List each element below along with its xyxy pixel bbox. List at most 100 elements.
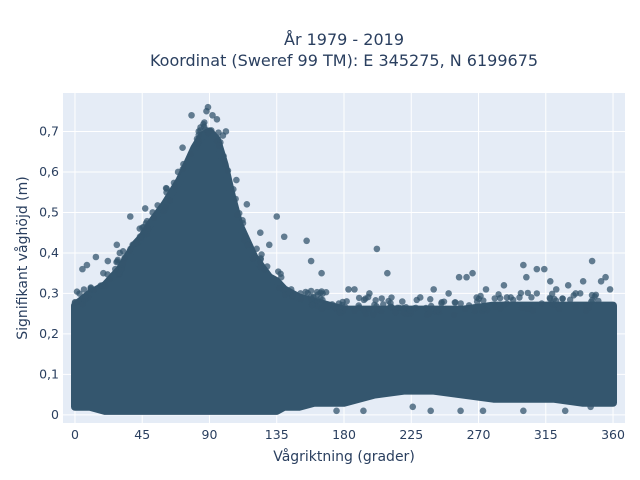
data-point [313,288,321,296]
data-point [373,306,381,313]
data-point [141,205,149,212]
data-point [355,302,362,309]
data-point [370,311,377,318]
data-point [471,307,478,315]
data-point [360,407,367,415]
data-point [398,298,406,305]
data-point [244,241,251,249]
data-point [412,304,420,312]
data-point [606,286,614,293]
data-point [372,297,379,304]
data-point [79,301,86,308]
data-point [100,269,107,277]
data-point [528,294,535,301]
x-axis-ticks: 0 45 90 135 180 225 270 315 360 [71,427,625,442]
data-point [540,265,548,273]
data-point [579,277,587,285]
data-point [450,311,458,319]
chart-title-line1: År 1979 - 2019 [284,30,404,49]
data-point [310,293,317,300]
data-point [106,276,113,283]
data-point [233,176,240,184]
data-point [529,307,537,314]
data-point [366,305,373,313]
data-point [480,305,488,312]
data-point [87,284,94,292]
x-tick-label: 90 [202,427,218,442]
data-point [572,290,579,297]
data-point [208,127,215,134]
data-point [253,245,260,252]
data-point [469,269,476,277]
data-point [141,228,149,236]
data-point [224,167,232,174]
data-point [409,403,417,411]
data-point [392,309,399,316]
data-point [503,294,511,301]
data-point [538,300,545,307]
data-point [473,294,480,301]
data-point [257,263,264,270]
data-point [104,257,112,265]
data-point [582,307,590,315]
y-axis-ticks: 0 0,1 0,2 0,3 0,4 0,5 0,6 0,7 [39,123,59,421]
data-point [187,150,194,158]
data-point [548,290,556,297]
data-point [549,301,557,308]
data-point [219,132,227,139]
data-point [577,290,584,297]
data-point [209,111,216,119]
data-point [455,273,463,281]
chart-title-line2: Koordinat (Sweref 99 TM): E 345275, N 61… [150,51,538,70]
data-point [102,282,109,289]
data-point [264,263,271,270]
data-point [79,265,86,273]
data-points [71,103,614,415]
data-point [597,277,605,285]
data-point [524,306,531,313]
data-point [463,273,470,281]
data-point [116,249,124,257]
data-point [423,311,431,319]
data-point [113,258,120,266]
data-point [416,294,424,301]
x-axis-title: Vågriktning (grader) [273,448,415,465]
data-point [351,286,358,293]
y-tick-label: 0,7 [39,123,59,138]
data-point [336,308,343,316]
data-point [451,299,458,306]
data-point [166,197,173,204]
data-point [197,124,204,131]
data-point [113,241,121,249]
data-point [73,288,81,295]
x-tick-label: 315 [534,427,558,442]
data-point [203,107,210,115]
data-point [307,257,315,265]
data-point [373,245,381,253]
data-point [524,289,532,297]
data-point [275,268,282,275]
data-point [149,209,156,216]
data-point [251,253,258,260]
data-point [161,206,169,213]
data-point [338,301,346,309]
data-point [582,302,589,309]
data-point [385,297,392,305]
data-point [343,298,350,305]
data-point [552,286,560,293]
data-point [572,303,579,311]
data-point [243,201,251,208]
data-point [220,152,227,160]
data-point [479,407,487,415]
data-point [588,257,596,265]
data-point [278,274,285,281]
data-point [427,296,434,303]
data-point [194,140,202,148]
data-point [179,144,186,151]
x-tick-label: 225 [399,427,423,442]
data-point [333,407,340,415]
x-tick-label: 180 [332,427,356,442]
data-point [213,116,221,123]
data-point [561,407,569,415]
